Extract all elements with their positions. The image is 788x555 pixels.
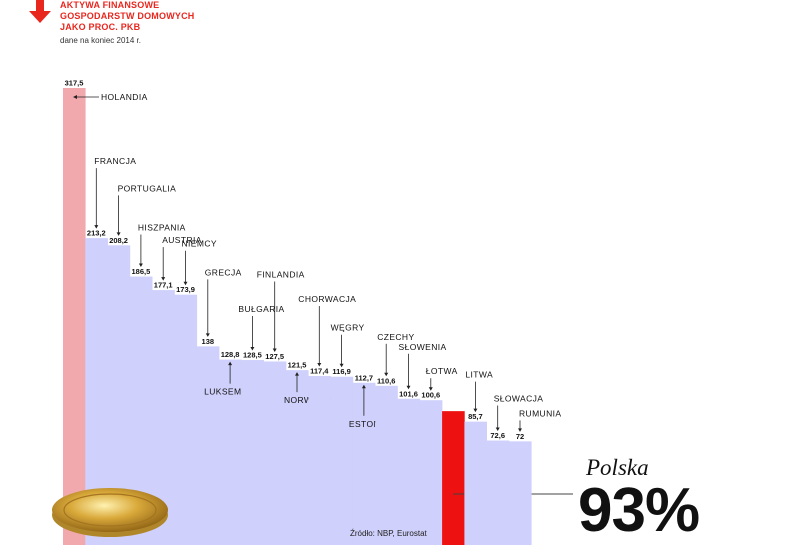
bar-lotwa — [419, 400, 443, 545]
chart-title-line-2: GOSPODARSTW DOMOWYCH — [60, 11, 195, 21]
value-label-czechy: 110,6 — [377, 376, 395, 385]
leader-arrow-norwegia — [295, 372, 299, 376]
value-label-wegry: 116,9 — [332, 367, 350, 376]
leader-arrow-czechy — [384, 372, 389, 377]
leader-arrow-hiszpania — [138, 263, 143, 268]
country-label-niemcy: NIEMCY — [182, 239, 217, 249]
country-label-wegry: WĘGRY — [331, 323, 365, 333]
country-label-finlandia: FINLANDIA — [257, 269, 305, 279]
leader-arrow-grecja — [205, 333, 210, 337]
source-note: Źródło: NBP, Eurostat — [350, 529, 427, 538]
value-label-norwegia: 121,5 — [288, 361, 307, 370]
value-label-rumunia: 72 — [516, 432, 524, 441]
bar-slowacja — [486, 440, 510, 545]
leader-arrow-lotwa — [428, 387, 433, 391]
leader-arrow-chorwacja — [317, 363, 322, 367]
highlight-country-name: Polska — [586, 455, 649, 480]
country-label-luksemburg: LUKSEMBURG — [204, 387, 268, 397]
leader-arrow-litwa — [473, 408, 478, 413]
leader-arrow-luksemburg — [228, 361, 233, 366]
leader-arrow-slowacja — [495, 427, 500, 432]
leader-arrow-rumunia — [518, 428, 522, 432]
bar-chorwacja — [308, 376, 331, 545]
bar-estonia — [352, 382, 376, 545]
value-label-lotwa: 100,6 — [421, 391, 440, 400]
chart-title-line-1: AKTYWA FINANSOWE — [60, 0, 160, 10]
country-label-slowacja: SŁOWACJA — [494, 394, 544, 404]
value-label-niemcy: 173,9 — [176, 285, 195, 294]
bar-bulgaria — [241, 360, 264, 545]
leader-arrow-holandia — [73, 95, 77, 99]
leader-arrow-finlandia — [272, 348, 277, 352]
value-label-grecja: 138 — [202, 337, 215, 346]
bar-hiszpania — [129, 276, 153, 545]
bar-norwegia — [286, 370, 309, 545]
chart-title-line-3: JAKO PROC. PKB — [60, 22, 141, 32]
bar-rumunia — [509, 441, 532, 545]
bar-grecja — [196, 346, 220, 545]
country-label-holandia: HOLANDIA — [101, 92, 148, 102]
country-label-czechy: CZECHY — [377, 332, 414, 342]
leader-arrow-slowenia — [406, 385, 411, 390]
arrow-down-icon — [29, 0, 51, 23]
value-label-chorwacja: 117,4 — [310, 367, 329, 376]
value-label-litwa: 85,7 — [468, 412, 483, 421]
country-label-hiszpania: HISZPANIA — [138, 223, 186, 233]
value-label-luksemburg: 128,8 — [221, 350, 240, 359]
bar-polska — [442, 411, 465, 545]
value-label-francja: 213,2 — [87, 229, 106, 238]
bar-portugalia — [107, 245, 131, 545]
gold-coin-icon — [52, 488, 168, 537]
bar-austria — [152, 290, 175, 545]
country-label-lotwa: ŁOTWA — [426, 366, 458, 376]
highlight-value: 93% — [578, 476, 700, 545]
country-label-estonia: ESTONIA — [349, 419, 389, 429]
country-label-portugalia: PORTUGALIA — [118, 183, 177, 193]
country-label-chorwacja: CHORWACJA — [298, 294, 356, 304]
value-label-portugalia: 208,2 — [109, 236, 128, 245]
country-label-austria: AUSTRIA — [162, 235, 202, 245]
value-label-slowenia: 101,6 — [399, 389, 418, 398]
country-label-rumunia: RUMUNIA — [519, 408, 561, 418]
chart-subtitle: dane na koniec 2014 r. — [60, 36, 141, 45]
country-label-francja: FRANCJA — [94, 156, 136, 166]
bar-finlandia — [263, 361, 287, 545]
value-label-estonia: 112,7 — [355, 373, 373, 382]
bar-niemcy — [174, 294, 198, 545]
leader-arrow-portugalia — [116, 232, 121, 236]
leader-arrow-francja — [94, 225, 99, 229]
country-label-bulgaria: BUŁGARIA — [238, 304, 284, 314]
bar-czechy — [375, 385, 398, 545]
value-label-holandia: 317,5 — [65, 79, 84, 88]
bar-litwa — [464, 421, 487, 545]
bar-wegry — [330, 376, 354, 545]
value-label-bulgaria: 128,5 — [243, 351, 262, 360]
country-label-grecja: GRECJA — [205, 267, 242, 277]
bar-francja — [85, 238, 108, 546]
leader-arrow-estonia — [361, 384, 366, 389]
value-label-slowacja: 72,6 — [490, 431, 505, 440]
country-label-litwa: LITWA — [465, 370, 493, 380]
leader-arrow-niemcy — [183, 281, 188, 286]
country-label-slowenia: SŁOWENIA — [399, 342, 447, 352]
value-label-hiszpania: 186,5 — [132, 267, 151, 276]
leader-arrow-austria — [161, 277, 166, 281]
bar-luksemburg — [219, 359, 242, 545]
bar-holandia — [63, 88, 86, 545]
value-label-austria: 177,1 — [154, 281, 173, 290]
leader-arrow-wegry — [339, 363, 344, 368]
bar-slowenia — [397, 398, 421, 545]
value-label-finlandia: 127,5 — [265, 352, 284, 361]
leader-arrow-bulgaria — [250, 347, 255, 351]
